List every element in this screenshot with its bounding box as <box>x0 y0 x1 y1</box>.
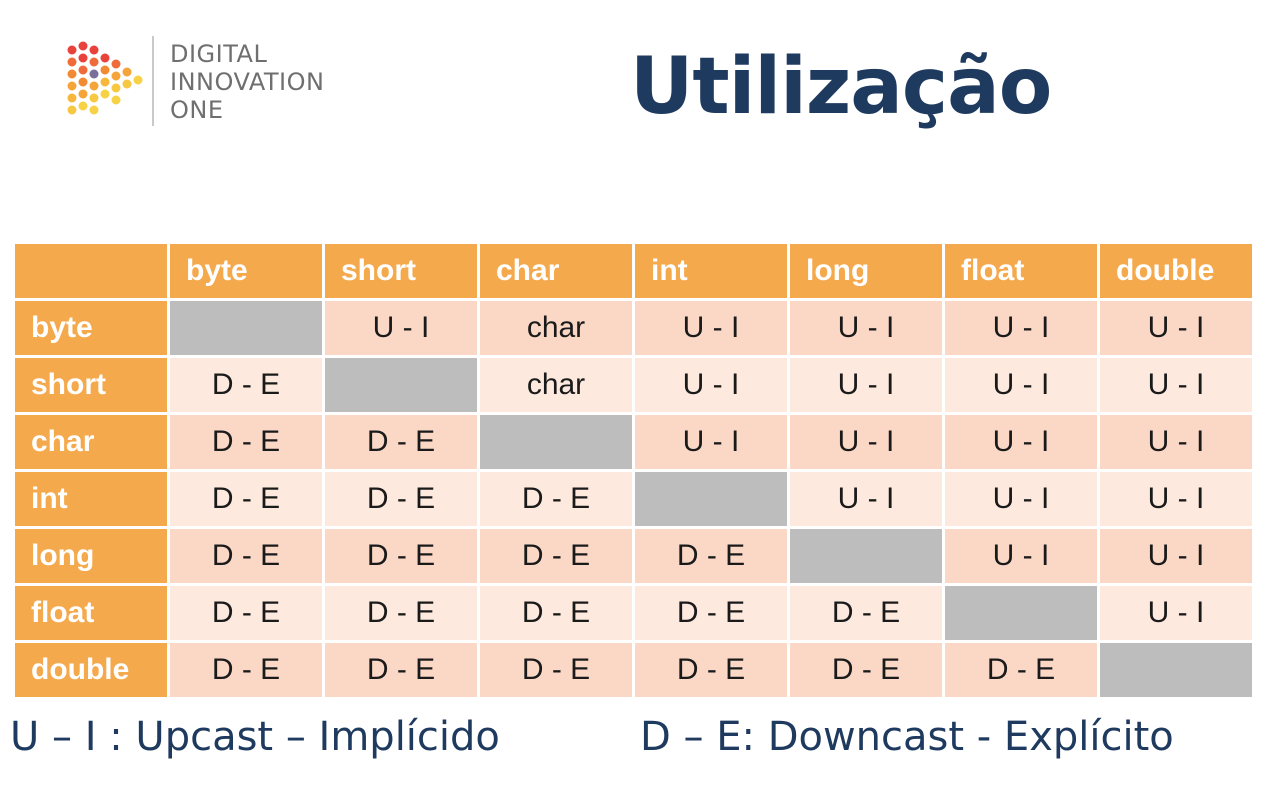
column-header: double <box>1100 244 1252 298</box>
table-corner-cell <box>15 244 167 298</box>
logo: DIGITAL INNOVATION ONE <box>64 34 364 130</box>
table-cell: D - E <box>325 472 477 526</box>
table-cell: D - E <box>170 529 322 583</box>
row-header: int <box>15 472 167 526</box>
diagonal-cell <box>1100 643 1252 697</box>
table-cell: U - I <box>945 301 1097 355</box>
table-cell: U - I <box>945 472 1097 526</box>
dio-dots-logo-icon <box>67 41 143 115</box>
diagonal-cell <box>170 301 322 355</box>
table-cell: D - E <box>480 529 632 583</box>
column-header: int <box>635 244 787 298</box>
table-row: double D - E D - E D - E D - E D - E D -… <box>15 643 1252 697</box>
table-cell: D - E <box>480 586 632 640</box>
diagonal-cell <box>945 586 1097 640</box>
casting-table: byte short char int long float double by… <box>12 241 1255 700</box>
diagonal-cell <box>325 358 477 412</box>
table-cell: U - I <box>635 415 787 469</box>
table-cell: D - E <box>170 586 322 640</box>
table-cell: U - I <box>790 472 942 526</box>
table-cell: U - I <box>325 301 477 355</box>
table-cell: U - I <box>1100 472 1252 526</box>
table-cell: D - E <box>790 586 942 640</box>
column-header: long <box>790 244 942 298</box>
table-row: int D - E D - E D - E U - I U - I U - I <box>15 472 1252 526</box>
table-cell: U - I <box>635 301 787 355</box>
table-row: float D - E D - E D - E D - E D - E U - … <box>15 586 1252 640</box>
table-cell: U - I <box>1100 358 1252 412</box>
table-cell: D - E <box>170 472 322 526</box>
column-header: char <box>480 244 632 298</box>
table-cell: U - I <box>945 529 1097 583</box>
table-cell: D - E <box>170 415 322 469</box>
table-cell: U - I <box>1100 586 1252 640</box>
legend-downcast: D – E: Downcast - Explícito <box>640 714 1174 760</box>
table-cell: D - E <box>325 529 477 583</box>
legend-upcast: U – I : Upcast – Implícido <box>10 714 500 760</box>
row-header: float <box>15 586 167 640</box>
table-cell: U - I <box>1100 529 1252 583</box>
column-header: float <box>945 244 1097 298</box>
table-cell: char <box>480 301 632 355</box>
table-cell: D - E <box>170 643 322 697</box>
table-cell: U - I <box>945 415 1097 469</box>
column-header: byte <box>170 244 322 298</box>
table-cell: U - I <box>1100 301 1252 355</box>
table-cell: U - I <box>790 301 942 355</box>
diagonal-cell <box>635 472 787 526</box>
table-row: long D - E D - E D - E D - E U - I U - I <box>15 529 1252 583</box>
logo-line-2: INNOVATION <box>170 68 325 96</box>
row-header: long <box>15 529 167 583</box>
table-cell: D - E <box>480 472 632 526</box>
row-header: char <box>15 415 167 469</box>
table-row: byte U - I char U - I U - I U - I U - I <box>15 301 1252 355</box>
table-cell: char <box>480 358 632 412</box>
table-cell: D - E <box>635 643 787 697</box>
column-header: short <box>325 244 477 298</box>
table-row: char D - E D - E U - I U - I U - I U - I <box>15 415 1252 469</box>
table-cell: D - E <box>325 643 477 697</box>
table-cell: D - E <box>635 586 787 640</box>
table-cell: D - E <box>170 358 322 412</box>
table-cell: U - I <box>790 415 942 469</box>
table-cell: D - E <box>325 415 477 469</box>
logo-line-3: ONE <box>170 96 224 124</box>
table-cell: D - E <box>325 586 477 640</box>
page-title: Utilização <box>630 42 1052 132</box>
diagonal-cell <box>790 529 942 583</box>
table-header-row: byte short char int long float double <box>15 244 1252 298</box>
row-header: short <box>15 358 167 412</box>
table-cell: D - E <box>480 643 632 697</box>
table-cell: D - E <box>945 643 1097 697</box>
table-cell: U - I <box>790 358 942 412</box>
logo-wordmark: DIGITAL INNOVATION ONE <box>170 40 324 124</box>
table-cell: U - I <box>635 358 787 412</box>
table-cell: U - I <box>1100 415 1252 469</box>
diagonal-cell <box>480 415 632 469</box>
table-cell: D - E <box>790 643 942 697</box>
logo-line-1: DIGITAL <box>170 40 268 68</box>
row-header: byte <box>15 301 167 355</box>
table-row: short D - E char U - I U - I U - I U - I <box>15 358 1252 412</box>
logo-divider <box>152 36 154 126</box>
row-header: double <box>15 643 167 697</box>
table-cell: U - I <box>945 358 1097 412</box>
table-cell: D - E <box>635 529 787 583</box>
